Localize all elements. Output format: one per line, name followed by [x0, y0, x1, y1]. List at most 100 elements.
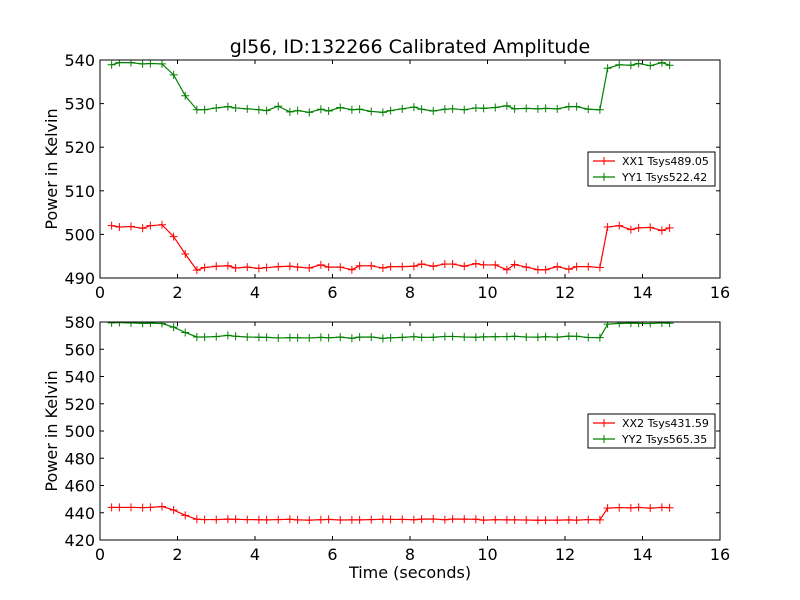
data-point-xx2 — [305, 516, 314, 525]
data-point-yy2 — [355, 333, 364, 342]
data-point-yy1 — [510, 104, 519, 113]
data-point-xx2 — [665, 503, 674, 512]
bottom-y-tick-label: 480 — [64, 449, 95, 468]
data-point-xx1 — [440, 260, 449, 269]
data-point-xx1 — [223, 261, 232, 270]
data-point-xx1 — [510, 260, 519, 269]
data-point-xx1 — [316, 260, 325, 269]
data-point-xx1 — [553, 262, 562, 271]
data-point-yy2 — [285, 333, 294, 342]
top-series-group — [107, 60, 674, 275]
data-point-xx2 — [274, 515, 283, 524]
data-point-yy2 — [603, 322, 612, 329]
data-point-yy2 — [471, 333, 480, 342]
data-point-yy2 — [553, 333, 562, 342]
data-point-xx2 — [254, 515, 263, 524]
data-point-yy1 — [274, 102, 283, 111]
data-point-xx1 — [115, 222, 124, 231]
data-point-yy1 — [316, 105, 325, 114]
top-y-tick-label: 520 — [64, 138, 95, 157]
bottom-x-tick-label: 6 — [327, 545, 337, 564]
data-point-yy1 — [479, 104, 488, 113]
data-point-xx2 — [107, 503, 116, 512]
data-point-xx2 — [146, 503, 155, 512]
data-point-yy2 — [107, 322, 116, 327]
bottom-y-tick-label: 460 — [64, 477, 95, 496]
data-point-yy1 — [223, 102, 232, 111]
data-point-yy2 — [254, 333, 263, 342]
data-point-yy2 — [212, 332, 221, 341]
data-point-xx2 — [429, 515, 438, 524]
data-point-xx1 — [626, 225, 635, 234]
data-point-xx2 — [243, 515, 252, 524]
data-point-xx2 — [541, 516, 550, 525]
data-point-yy1 — [429, 107, 438, 116]
data-point-yy1 — [491, 103, 500, 112]
data-point-yy2 — [572, 332, 581, 341]
data-point-yy1 — [657, 60, 666, 67]
data-point-yy2 — [293, 333, 302, 342]
data-point-xx1 — [336, 263, 345, 272]
data-point-xx2 — [336, 515, 345, 524]
data-point-xx2 — [355, 515, 364, 524]
data-point-xx1 — [169, 232, 178, 241]
bottom-x-tick-label: 14 — [632, 545, 652, 564]
data-point-xx1 — [665, 223, 674, 232]
data-point-yy1 — [324, 107, 333, 116]
data-point-yy2 — [417, 333, 426, 342]
data-point-xx1 — [479, 260, 488, 269]
bottom-y-tick-label: 420 — [64, 531, 95, 550]
data-point-yy2 — [262, 333, 271, 342]
data-point-xx2 — [138, 503, 147, 512]
data-point-yy1 — [367, 107, 376, 116]
data-point-yy2 — [305, 333, 314, 342]
top-x-tick-label: 12 — [555, 283, 575, 302]
data-point-yy1 — [355, 105, 364, 114]
data-point-yy2 — [634, 322, 643, 328]
legend-label-xx2: XX2 Tsys431.59 — [622, 417, 709, 430]
data-point-yy2 — [510, 332, 519, 341]
top-y-tick-label: 510 — [64, 182, 95, 201]
data-point-yy1 — [398, 104, 407, 113]
data-point-xx1 — [460, 262, 469, 271]
data-point-xx1 — [634, 223, 643, 232]
data-point-yy2 — [231, 332, 240, 341]
data-point-yy2 — [502, 332, 511, 341]
data-point-xx2 — [386, 515, 395, 524]
data-point-xx2 — [626, 503, 635, 512]
data-point-yy2 — [460, 332, 469, 341]
data-point-xx1 — [285, 262, 294, 271]
data-point-yy2 — [223, 331, 232, 340]
data-point-yy2 — [657, 322, 666, 327]
data-point-xx1 — [181, 250, 190, 259]
data-point-xx2 — [115, 503, 124, 512]
data-point-yy1 — [386, 106, 395, 115]
data-point-yy2 — [200, 332, 209, 341]
data-point-yy2 — [448, 332, 457, 341]
data-point-yy2 — [169, 323, 178, 332]
top-x-tick-label: 10 — [477, 283, 497, 302]
data-point-yy1 — [115, 60, 124, 67]
data-point-yy1 — [146, 60, 155, 68]
data-point-xx2 — [533, 516, 542, 525]
data-point-yy1 — [212, 103, 221, 112]
data-point-yy1 — [158, 60, 166, 68]
data-point-xx2 — [231, 515, 240, 524]
data-point-xx2 — [293, 515, 302, 524]
data-point-yy1 — [293, 106, 302, 115]
data-point-xx1 — [293, 263, 302, 272]
data-point-xx1 — [564, 265, 573, 274]
data-point-yy1 — [665, 61, 674, 70]
data-point-yy2 — [347, 334, 356, 343]
bottom-y-tick-label: 520 — [64, 395, 95, 414]
data-point-xx2 — [285, 515, 294, 524]
bottom-series-group — [107, 322, 674, 525]
data-point-yy1 — [626, 61, 635, 70]
data-point-xx2 — [564, 515, 573, 524]
bottom-y-tick-label: 580 — [64, 313, 95, 332]
data-point-xx1 — [192, 266, 201, 275]
data-point-yy1 — [634, 60, 643, 68]
data-point-xx2 — [460, 515, 469, 524]
top-y-tick-label: 490 — [64, 269, 95, 288]
data-point-xx2 — [324, 515, 333, 524]
